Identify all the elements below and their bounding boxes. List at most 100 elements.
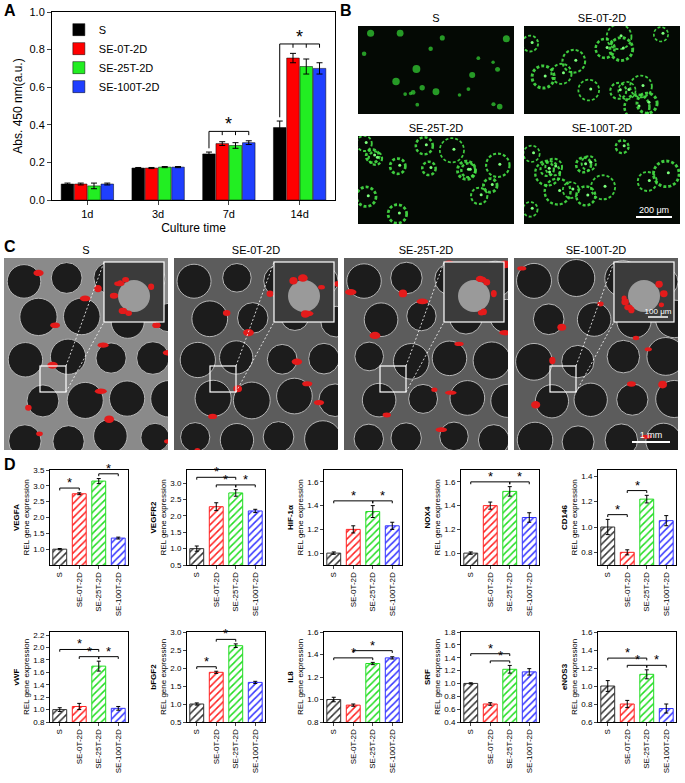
svg-text:D: D — [4, 456, 16, 473]
svg-text:1.2: 1.2 — [581, 497, 593, 506]
svg-text:SE-0T-2D: SE-0T-2D — [212, 729, 221, 764]
svg-text:1.2: 1.2 — [581, 664, 593, 673]
svg-text:100 μm: 100 μm — [645, 307, 672, 316]
svg-text:*: * — [106, 644, 111, 659]
svg-text:*: * — [615, 502, 620, 517]
svg-text:*: * — [223, 472, 228, 487]
svg-text:1.4: 1.4 — [307, 650, 319, 659]
svg-text:1d: 1d — [81, 208, 93, 220]
svg-text:1.6: 1.6 — [444, 641, 456, 650]
svg-text:S: S — [55, 572, 64, 577]
svg-text:0.8: 0.8 — [444, 692, 456, 701]
svg-text:3.0: 3.0 — [170, 628, 182, 637]
svg-text:1.0: 1.0 — [170, 544, 182, 553]
svg-text:SE-0T-2D: SE-0T-2D — [578, 12, 626, 24]
svg-text:3.5: 3.5 — [33, 466, 45, 475]
svg-text:SE-100T-2D: SE-100T-2D — [572, 122, 633, 134]
svg-text:1.6: 1.6 — [444, 478, 456, 487]
svg-text:1.4: 1.4 — [581, 646, 593, 655]
svg-text:*: * — [488, 641, 493, 656]
svg-text:0.8: 0.8 — [33, 718, 45, 727]
svg-text:SE-100T-2D: SE-100T-2D — [566, 244, 627, 256]
svg-text:1 mm: 1 mm — [640, 430, 663, 440]
svg-text:*: * — [223, 626, 228, 641]
svg-text:SE-25T-2D: SE-25T-2D — [399, 244, 453, 256]
svg-text:SE-100T-2D: SE-100T-2D — [99, 81, 160, 93]
svg-text:0.5: 0.5 — [170, 561, 182, 570]
svg-text:1.0: 1.0 — [307, 549, 319, 558]
svg-text:S: S — [82, 244, 89, 256]
svg-text:SE-25T-2D: SE-25T-2D — [231, 729, 240, 769]
svg-text:SE-25T-2D: SE-25T-2D — [99, 62, 153, 74]
svg-text:1.6: 1.6 — [307, 628, 319, 637]
svg-text:SE-0T-2D: SE-0T-2D — [349, 572, 358, 607]
svg-text:VEGFR2REL gene expression: VEGFR2REL gene expression — [149, 479, 168, 555]
svg-text:3.0: 3.0 — [33, 482, 45, 491]
svg-text:*: * — [635, 478, 640, 493]
svg-text:1.8: 1.8 — [444, 628, 456, 637]
svg-text:SE-100T-2D: SE-100T-2D — [251, 729, 260, 773]
svg-text:*: * — [204, 654, 209, 669]
svg-text:1.4: 1.4 — [33, 681, 45, 690]
svg-text:SE-25T-2D: SE-25T-2D — [642, 729, 651, 769]
svg-text:2.5: 2.5 — [33, 497, 45, 506]
svg-text:NOX4REL gene expression: NOX4REL gene expression — [423, 479, 442, 555]
svg-text:SE-0T-2D: SE-0T-2D — [75, 729, 84, 764]
svg-text:1.0: 1.0 — [581, 682, 593, 691]
svg-text:2.0: 2.0 — [33, 513, 45, 522]
svg-text:3d: 3d — [152, 208, 164, 220]
svg-text:Culture time: Culture time — [161, 221, 226, 235]
svg-text:vWFREL gene expression: vWFREL gene expression — [12, 639, 31, 715]
svg-text:1.5: 1.5 — [33, 529, 45, 538]
svg-text:0.4: 0.4 — [444, 718, 456, 727]
svg-text:2.2: 2.2 — [33, 631, 45, 640]
svg-text:1.5: 1.5 — [170, 528, 182, 537]
svg-text:1.0: 1.0 — [581, 523, 593, 532]
svg-text:SE-25T-2D: SE-25T-2D — [94, 572, 103, 612]
svg-text:*: * — [380, 488, 385, 503]
svg-text:SE-100T-2D: SE-100T-2D — [388, 729, 397, 773]
svg-text:1.5: 1.5 — [170, 682, 182, 691]
svg-text:1.2: 1.2 — [307, 673, 319, 682]
svg-text:1.6: 1.6 — [307, 478, 319, 487]
svg-text:S: S — [329, 729, 338, 734]
svg-text:SE-25T-2D: SE-25T-2D — [642, 572, 651, 612]
svg-text:1.4: 1.4 — [581, 472, 593, 481]
svg-text:VEGFAREL gene expression: VEGFAREL gene expression — [12, 479, 31, 555]
svg-text:*: * — [77, 636, 82, 651]
svg-text:2.5: 2.5 — [170, 646, 182, 655]
svg-text:SE-0T-2D: SE-0T-2D — [623, 572, 632, 607]
svg-text:*: * — [654, 652, 659, 667]
svg-text:3.0: 3.0 — [170, 479, 182, 488]
svg-text:14d: 14d — [290, 208, 308, 220]
svg-text:bFGF2REL gene expression: bFGF2REL gene expression — [149, 639, 168, 715]
svg-text:SE-100T-2D: SE-100T-2D — [114, 729, 123, 773]
svg-text:IL8REL gene expression: IL8REL gene expression — [286, 639, 305, 715]
svg-text:0.0: 0.0 — [30, 194, 45, 206]
svg-text:SE-0T-2D: SE-0T-2D — [486, 729, 495, 764]
svg-text:1.2: 1.2 — [444, 666, 456, 675]
svg-text:1.4: 1.4 — [307, 501, 319, 510]
svg-text:*: * — [214, 464, 219, 479]
svg-text:S: S — [99, 24, 106, 36]
svg-text:SE-100T-2D: SE-100T-2D — [525, 729, 534, 773]
svg-text:SE-0T-2D: SE-0T-2D — [349, 729, 358, 764]
svg-text:SE-25T-2D: SE-25T-2D — [94, 729, 103, 769]
svg-text:SRFREL gene expression: SRFREL gene expression — [423, 639, 442, 715]
svg-text:1.0: 1.0 — [33, 705, 45, 714]
svg-text:1.2: 1.2 — [33, 693, 45, 702]
svg-text:0.6: 0.6 — [444, 705, 456, 714]
svg-text:0.8: 0.8 — [581, 700, 593, 709]
svg-text:1.2: 1.2 — [307, 525, 319, 534]
svg-text:*: * — [67, 475, 72, 490]
svg-text:0.6: 0.6 — [581, 718, 593, 727]
svg-text:1.0: 1.0 — [444, 549, 456, 558]
svg-text:*: * — [488, 469, 493, 484]
svg-text:CD146REL gene expression: CD146REL gene expression — [560, 479, 579, 555]
svg-text:SE-25T-2D: SE-25T-2D — [505, 572, 514, 612]
svg-text:1.6: 1.6 — [581, 628, 593, 637]
svg-text:SE-25T-2D: SE-25T-2D — [409, 122, 463, 134]
svg-text:0.8: 0.8 — [30, 43, 45, 55]
svg-text:SE-100T-2D: SE-100T-2D — [662, 572, 671, 616]
svg-text:SE-0T-2D: SE-0T-2D — [75, 572, 84, 607]
